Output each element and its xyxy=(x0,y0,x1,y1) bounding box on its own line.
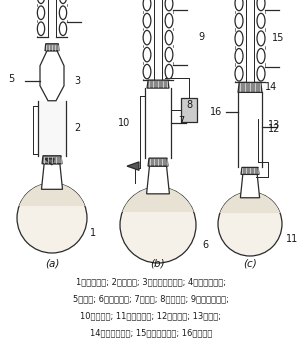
Ellipse shape xyxy=(165,0,173,11)
Text: (c): (c) xyxy=(243,258,257,268)
Text: 4: 4 xyxy=(74,0,80,2)
Ellipse shape xyxy=(165,64,173,79)
Ellipse shape xyxy=(143,30,151,45)
Polygon shape xyxy=(147,166,169,194)
Ellipse shape xyxy=(165,47,173,62)
Text: 16: 16 xyxy=(210,107,222,117)
Polygon shape xyxy=(40,51,64,101)
Polygon shape xyxy=(42,164,62,189)
Polygon shape xyxy=(122,187,194,212)
Ellipse shape xyxy=(37,22,45,36)
Text: 7: 7 xyxy=(178,116,184,126)
Text: 3: 3 xyxy=(74,76,80,86)
Ellipse shape xyxy=(143,13,151,28)
Text: (b): (b) xyxy=(151,258,165,268)
Text: 5：侧管; 6：圆底烧瓶; 7：侧管; 8：分水器; 9：球形冷凝管;: 5：侧管; 6：圆底烧瓶; 7：侧管; 8：分水器; 9：球形冷凝管; xyxy=(73,294,229,303)
Ellipse shape xyxy=(257,13,265,28)
Polygon shape xyxy=(147,80,169,88)
Ellipse shape xyxy=(235,31,243,46)
Circle shape xyxy=(17,183,87,253)
Ellipse shape xyxy=(37,0,45,3)
Polygon shape xyxy=(240,174,260,198)
Polygon shape xyxy=(19,183,85,206)
Ellipse shape xyxy=(143,47,151,62)
Ellipse shape xyxy=(143,64,151,79)
Text: 12: 12 xyxy=(268,124,280,134)
Text: 10: 10 xyxy=(118,118,130,128)
Text: 2: 2 xyxy=(74,123,80,133)
Text: 14：索氏提取器; 15：球形冷凝管; 16：提取筒: 14：索氏提取器; 15：球形冷凝管; 16：提取筒 xyxy=(90,328,212,337)
Polygon shape xyxy=(220,192,280,213)
Text: (a): (a) xyxy=(45,258,59,268)
Text: 10：提取筒; 11：圆底烧瓶; 12：虹吸管; 13：侧管;: 10：提取筒; 11：圆底烧瓶; 12：虹吸管; 13：侧管; xyxy=(81,311,221,320)
Circle shape xyxy=(218,192,282,256)
Ellipse shape xyxy=(143,0,151,11)
Polygon shape xyxy=(42,156,62,164)
Ellipse shape xyxy=(235,49,243,64)
Text: 14: 14 xyxy=(265,82,277,92)
Text: 5: 5 xyxy=(8,74,14,84)
Bar xyxy=(181,98,197,122)
Polygon shape xyxy=(148,158,168,166)
Polygon shape xyxy=(45,159,54,165)
Ellipse shape xyxy=(165,13,173,28)
Text: 15: 15 xyxy=(272,34,285,43)
Polygon shape xyxy=(45,44,59,51)
Ellipse shape xyxy=(257,0,265,11)
Text: 9: 9 xyxy=(198,32,204,42)
Ellipse shape xyxy=(37,6,45,20)
Ellipse shape xyxy=(165,30,173,45)
Circle shape xyxy=(120,187,196,263)
Ellipse shape xyxy=(59,0,67,3)
Polygon shape xyxy=(241,168,259,174)
Ellipse shape xyxy=(257,31,265,46)
Ellipse shape xyxy=(235,66,243,81)
Ellipse shape xyxy=(59,6,67,20)
Ellipse shape xyxy=(235,0,243,11)
Text: 1：圆底烧瓶; 2：提取筒; 3：恒压低液漏斗; 4：球形冷凝管;: 1：圆底烧瓶; 2：提取筒; 3：恒压低液漏斗; 4：球形冷凝管; xyxy=(76,277,226,286)
Text: 6: 6 xyxy=(202,240,208,250)
Text: 8: 8 xyxy=(186,100,192,110)
Ellipse shape xyxy=(235,13,243,28)
Polygon shape xyxy=(127,162,139,170)
Ellipse shape xyxy=(59,22,67,36)
Ellipse shape xyxy=(257,49,265,64)
Polygon shape xyxy=(238,82,262,92)
Ellipse shape xyxy=(257,66,265,81)
Text: 13: 13 xyxy=(268,120,280,131)
FancyBboxPatch shape xyxy=(38,101,65,156)
Text: 1: 1 xyxy=(90,228,96,238)
Text: 11: 11 xyxy=(286,234,298,244)
